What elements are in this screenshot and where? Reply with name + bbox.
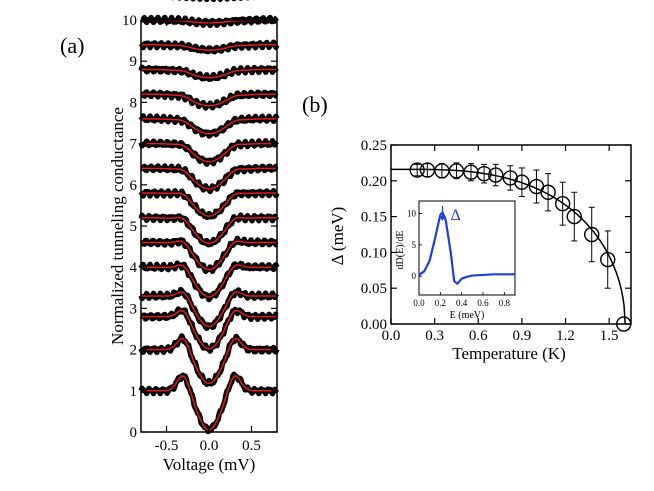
inset-annotation-label: Δ — [450, 207, 460, 224]
panel-a-data-curve — [138, 39, 280, 55]
inset-y-tick-label: 10 — [407, 209, 417, 219]
panel-b-y-axis-title: Δ (meV) — [328, 207, 347, 266]
panel-b-y-tick-label: 0.25 — [361, 138, 387, 154]
panel-a-data-curve — [138, 260, 280, 303]
panel-a-x-tick-label: 0.0 — [200, 438, 219, 454]
inset-x-tick-label: 0.4 — [456, 298, 468, 308]
panel-b-data-point — [540, 184, 556, 200]
panel-a-label: (a) — [60, 33, 84, 58]
panel-b-fit-curve — [391, 168, 626, 325]
panel-a-fit-curve — [141, 68, 277, 79]
panel-a-y-tick-label: 2 — [130, 343, 138, 359]
inset-y-ticks: 0 5 10 — [407, 209, 422, 281]
inset-x-tick-label: 0.8 — [499, 298, 511, 308]
panel-b-x-tick-label: 0.3 — [425, 328, 444, 344]
panel-a-y-ticks: 0 1 2 3 4 5 6 7 8 9 10 — [122, 13, 277, 441]
inset-line — [418, 211, 515, 285]
panel-b-data-point — [409, 162, 425, 178]
panel-b-data-point — [566, 208, 582, 225]
panel-b: (b) 0.000.050.100.150.200.25 0.0 0.3 0.6 0.… — [302, 92, 632, 363]
inset-curve — [418, 211, 515, 285]
panel-b-data-point — [514, 174, 530, 190]
panel-b-data-point — [476, 165, 492, 182]
panel-a-data-curve — [139, 163, 279, 195]
panel-b-x-tick-label: 1.5 — [600, 328, 619, 344]
panel-b-data-point — [463, 164, 479, 180]
panel-a-data-curve — [138, 113, 280, 139]
inset-x-axis-title: E (meV) — [450, 310, 485, 321]
panel-b-x-axis-title: Temperature (K) — [452, 344, 566, 363]
panel-a-fit-curve — [141, 167, 277, 190]
inset-x-ticks: 0.0 0.2 0.4 0.6 0.8 — [413, 292, 510, 308]
panel-a-fit-curve — [141, 192, 277, 217]
panel-b-x-tick-label: 0.6 — [469, 328, 488, 344]
panel-a-x-axis-title: Voltage (mV) — [163, 455, 256, 474]
panel-b-y-tick-label: 0.20 — [361, 174, 387, 190]
panel-b-data-point — [554, 196, 571, 212]
panel-a-data-curve — [138, 333, 280, 387]
panel-a-y-tick-label: 8 — [130, 95, 138, 111]
panel-a-x-tick-label: 0.5 — [242, 438, 261, 454]
panel-b-data-point — [488, 167, 504, 183]
panel-a-data-curve — [139, 306, 279, 354]
panel-b-y-tick-label: 0.10 — [361, 245, 387, 261]
inset-frame — [418, 200, 516, 296]
panel-a-fit-curve — [141, 240, 277, 271]
panel-b-y-ticks: 0.000.050.100.150.200.25 — [361, 138, 631, 333]
inset-x-tick-label: 0.0 — [413, 298, 425, 308]
panel-b-data-point — [584, 226, 600, 243]
panel-a-x-tick-label: -0.5 — [155, 438, 179, 454]
panel-b-label: (b) — [302, 92, 328, 117]
panel-a-y-tick-label: 6 — [130, 178, 138, 194]
panel-b-frame — [390, 144, 632, 325]
panel-a: (a) 0 1 2 3 4 5 6 7 8 9 10 -0.5 0.0 0.5 Voltage (mV)… — [60, 0, 280, 474]
inset-x-tick-label: 0.6 — [477, 298, 489, 308]
panel-a-fit-curve — [141, 118, 277, 135]
panel-a-y-axis-title: Normalized tunneling conductance — [108, 107, 127, 345]
panel-a-fit-curve — [140, 93, 278, 107]
panel-b-y-tick-label: 0.00 — [361, 317, 387, 333]
panel-a-fit-curve — [141, 264, 277, 298]
inset-annotation: Δ — [439, 206, 461, 224]
panel-a-y-tick-label: 5 — [130, 219, 138, 235]
inset-y-tick-label: 0 — [412, 271, 417, 281]
panel-b-data-point — [600, 251, 616, 268]
panel-a-data-curve — [138, 188, 280, 220]
panel-a-y-tick-label: 0 — [130, 425, 138, 441]
panel-a-x-ticks: -0.5 0.0 0.5 — [155, 20, 261, 454]
panel-b-y-tick-label: 0.05 — [361, 281, 387, 297]
panel-a-curves — [138, 0, 280, 435]
panel-a-fit-curve — [141, 43, 277, 51]
panel-b-x-tick-label: 0.9 — [513, 328, 532, 344]
panel-a-fit-curve — [141, 309, 277, 350]
panel-a-y-tick-label: 10 — [122, 13, 137, 29]
panel-b-y-tick-label: 0.15 — [361, 210, 387, 226]
panel-a-y-tick-label: 7 — [130, 137, 138, 153]
panel-a-fit-curve — [141, 337, 277, 385]
panel-a-y-tick-label: 3 — [130, 301, 138, 317]
inset-x-tick-label: 0.2 — [435, 298, 446, 308]
panel-b-x-tick-label: 0.0 — [382, 328, 401, 344]
panel-a-fit-curve — [141, 291, 277, 328]
panel-a-y-tick-label: 9 — [130, 54, 138, 70]
inset-arrow-head — [439, 216, 446, 221]
panel-a-fit-curve — [141, 142, 277, 163]
panel-b-x-ticks: 0.0 0.3 0.6 0.9 1.2 1.5 — [382, 145, 619, 344]
panel-a-fit-curve — [141, 216, 277, 245]
panel-b-fit-line — [391, 168, 626, 325]
panel-b-x-tick-label: 1.2 — [556, 328, 575, 344]
inset-y-tick-label: 5 — [412, 240, 417, 250]
panel-b-inset: 0 5 10 0.0 0.2 0.4 0.6 0.8 E (meV) dD(E)/dE Δ — [395, 200, 516, 321]
inset-y-axis-title: dD(E)/dE — [395, 231, 406, 270]
panel-a-y-tick-label: 4 — [130, 260, 138, 276]
panel-a-y-tick-label: 1 — [130, 384, 138, 400]
